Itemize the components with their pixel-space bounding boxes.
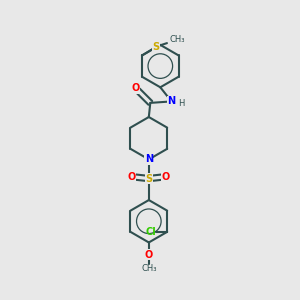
- Text: O: O: [162, 172, 170, 182]
- Text: O: O: [145, 250, 153, 260]
- Text: N: N: [145, 154, 153, 164]
- Text: S: S: [152, 42, 160, 52]
- Text: N: N: [167, 96, 175, 106]
- Text: Cl: Cl: [145, 227, 156, 237]
- Text: CH₃: CH₃: [169, 35, 184, 44]
- Text: S: S: [145, 174, 152, 184]
- Text: O: O: [131, 83, 140, 93]
- Text: O: O: [128, 172, 136, 182]
- Text: H: H: [178, 99, 184, 108]
- Text: CH₃: CH₃: [141, 265, 157, 274]
